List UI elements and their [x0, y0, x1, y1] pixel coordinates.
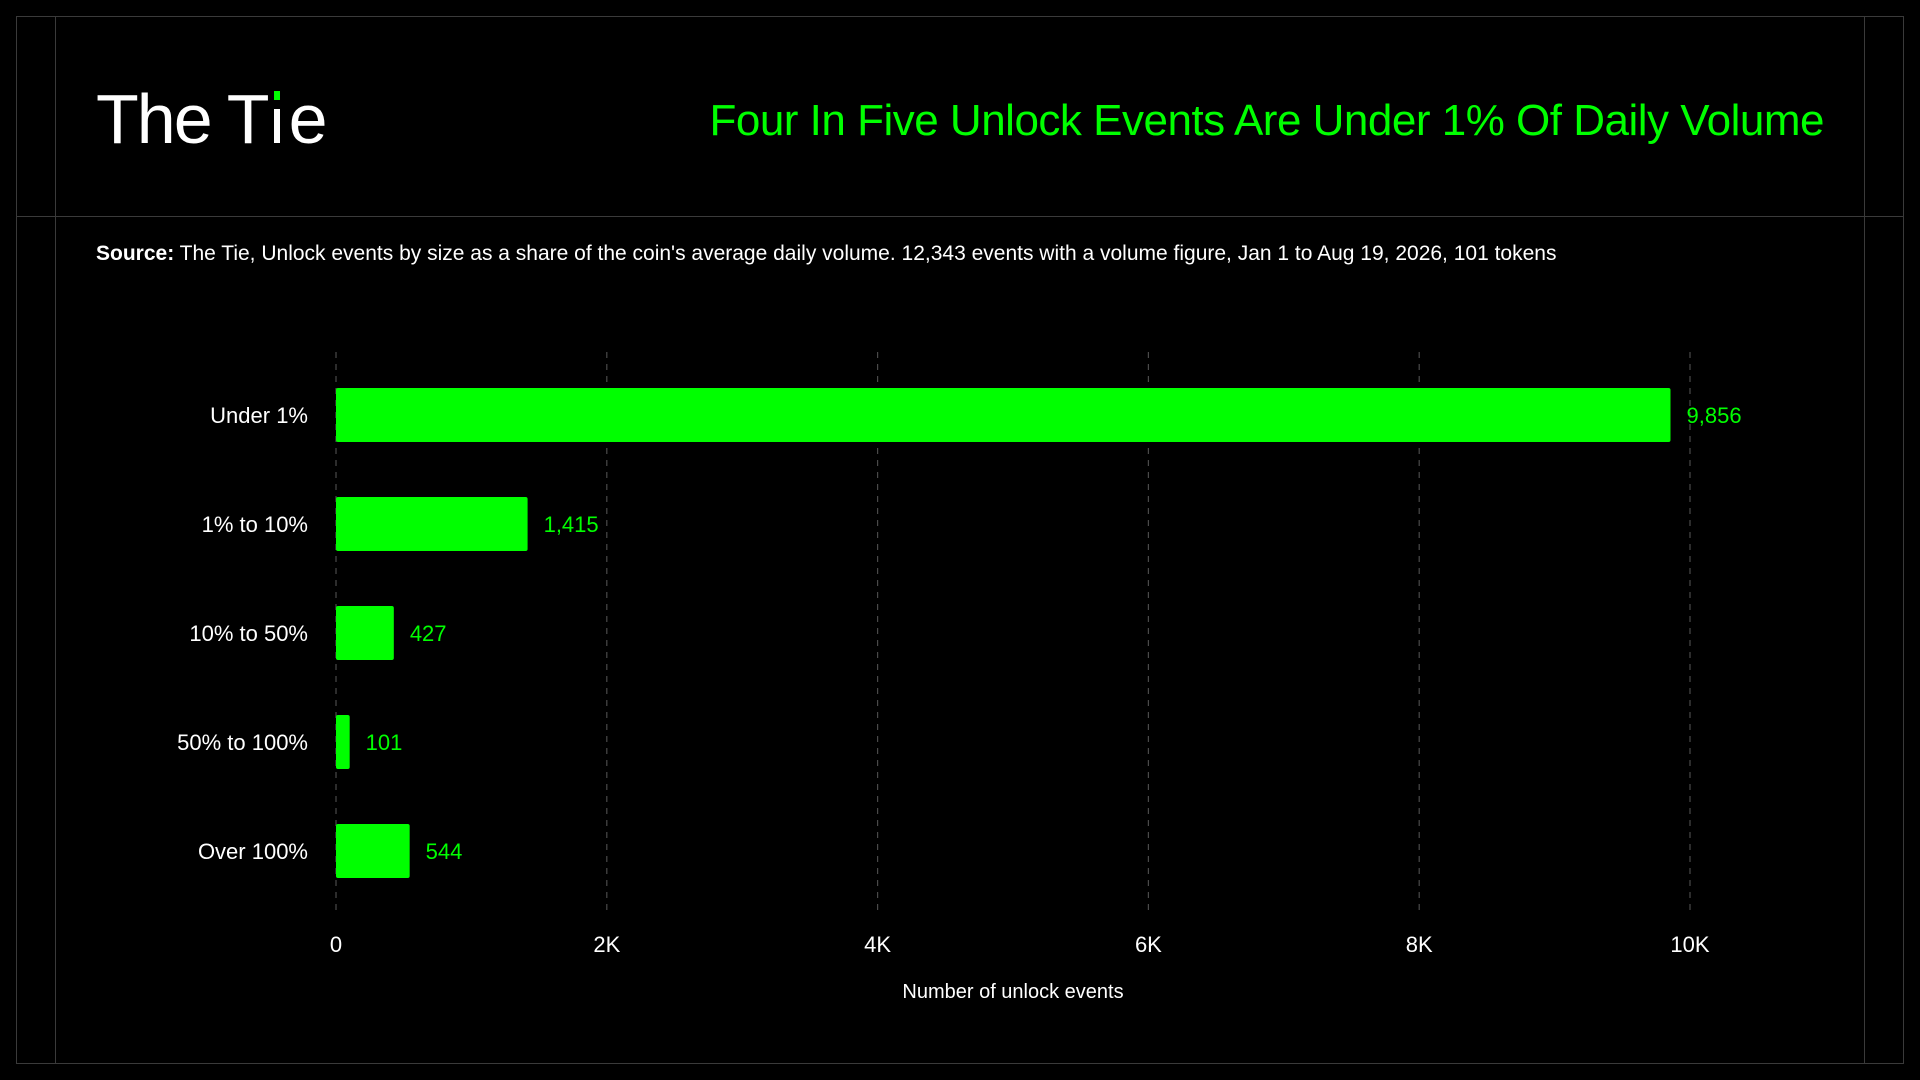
x-tick-label: 8K — [1406, 932, 1433, 957]
x-tick-label: 0 — [330, 932, 342, 957]
bar — [336, 715, 350, 769]
bar — [336, 388, 1671, 442]
y-category-label: 50% to 100% — [177, 730, 308, 755]
frame-right-inner — [1864, 16, 1865, 1064]
x-tick-label: 6K — [1135, 932, 1162, 957]
x-tick-label: 4K — [864, 932, 891, 957]
y-category-label: 1% to 10% — [202, 512, 308, 537]
bar — [336, 606, 394, 660]
x-tick-label: 10K — [1670, 932, 1709, 957]
bar — [336, 497, 528, 551]
frame-top — [16, 16, 1904, 17]
bar-value-label: 544 — [426, 839, 463, 864]
y-category-label: Over 100% — [198, 839, 308, 864]
source-text: The Tie, Unlock events by size as a shar… — [174, 242, 1557, 265]
x-tick-label: 2K — [593, 932, 620, 957]
frame-left-outer — [16, 16, 17, 1064]
y-category-label: Under 1% — [210, 403, 308, 428]
frame-right-outer — [1903, 16, 1904, 1064]
logo-text-end: e — [288, 80, 328, 158]
chart-title: Four In Five Unlock Events Are Under 1% … — [709, 96, 1824, 145]
frame-left-inner — [55, 16, 56, 1064]
source-note: Source: The Tie, Unlock events by size a… — [96, 240, 1556, 268]
bar-value-label: 101 — [366, 730, 403, 755]
frame-header-divider — [16, 216, 1904, 217]
bar — [336, 824, 410, 878]
bar-value-label: 1,415 — [544, 512, 599, 537]
bar-value-label: 9,856 — [1687, 403, 1742, 428]
frame-bottom — [16, 1063, 1904, 1064]
tie-logo-tick-icon — [271, 91, 283, 143]
logo-text-start: The T — [96, 80, 270, 158]
bar-value-label: 427 — [410, 621, 447, 646]
y-category-label: 10% to 50% — [189, 621, 308, 646]
source-label: Source: — [96, 242, 175, 265]
x-axis-label: Number of unlock events — [902, 981, 1123, 1003]
